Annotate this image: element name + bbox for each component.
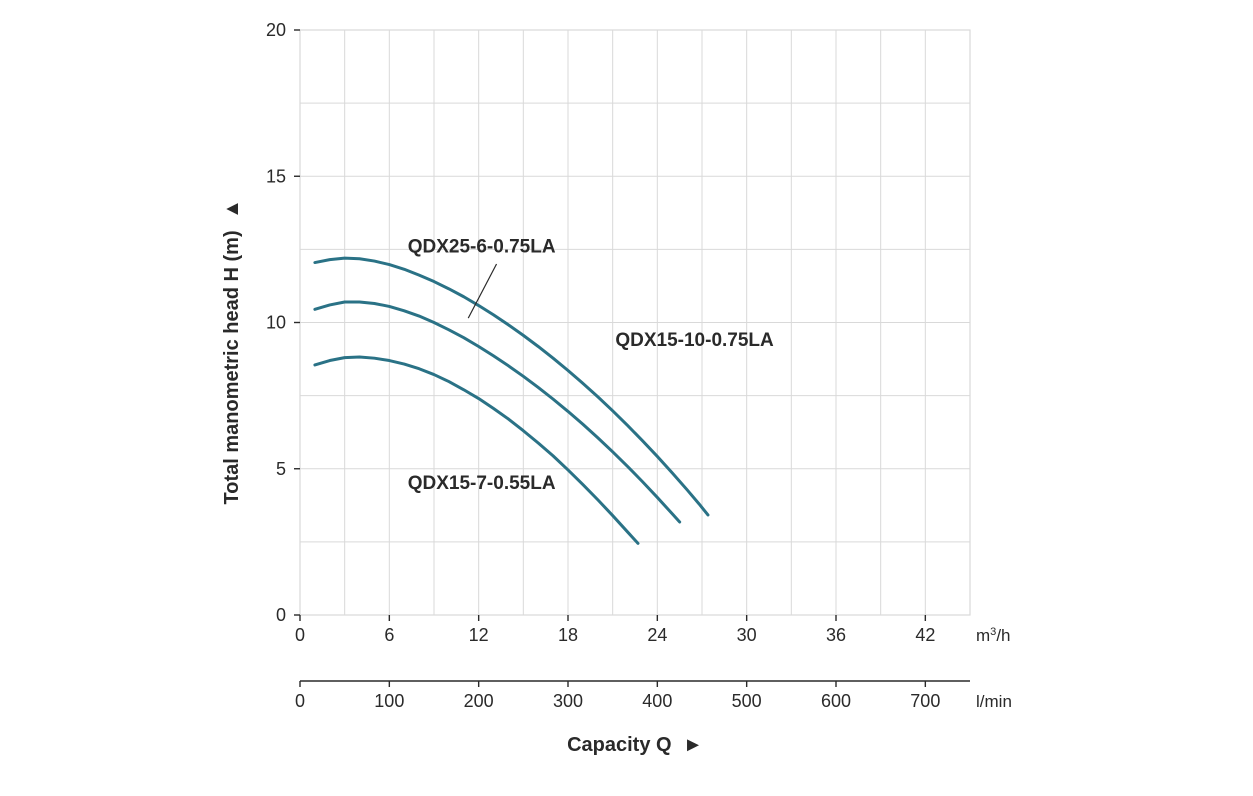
x1-tick-label: 0: [295, 625, 305, 645]
x1-tick-label: 6: [384, 625, 394, 645]
y-tick-label: 0: [276, 605, 286, 625]
x2-tick-label: 600: [821, 691, 851, 711]
x2-tick-label: 0: [295, 691, 305, 711]
x2-tick-label: 700: [910, 691, 940, 711]
x2-tick-label: 300: [553, 691, 583, 711]
x1-tick-label: 18: [558, 625, 578, 645]
x2-unit-label: l/min: [976, 692, 1012, 711]
x1-tick-label: 12: [469, 625, 489, 645]
x1-tick-label: 24: [647, 625, 667, 645]
x1-tick-label: 36: [826, 625, 846, 645]
series-label: QDX15-10-0.75LA: [615, 330, 774, 351]
series-label: QDX15-7-0.55LA: [408, 473, 556, 494]
chart-svg: 0510152006121824303642m3/h01002003004005…: [0, 0, 1253, 796]
x2-tick-label: 200: [464, 691, 494, 711]
x2-tick-label: 100: [374, 691, 404, 711]
x2-tick-label: 500: [732, 691, 762, 711]
y-tick-label: 10: [266, 313, 286, 333]
y-tick-label: 20: [266, 20, 286, 40]
series-label: QDX25-6-0.75LA: [408, 236, 556, 257]
y-tick-label: 5: [276, 459, 286, 479]
pump-curve-chart: 0510152006121824303642m3/h01002003004005…: [0, 0, 1253, 796]
x1-tick-label: 30: [737, 625, 757, 645]
x1-tick-label: 42: [915, 625, 935, 645]
x-axis-title: Capacity Q ►: [567, 734, 703, 756]
x2-tick-label: 400: [642, 691, 672, 711]
y-tick-label: 15: [266, 166, 286, 186]
y-axis-title: Total manometric head H (m) ▲: [221, 199, 243, 504]
